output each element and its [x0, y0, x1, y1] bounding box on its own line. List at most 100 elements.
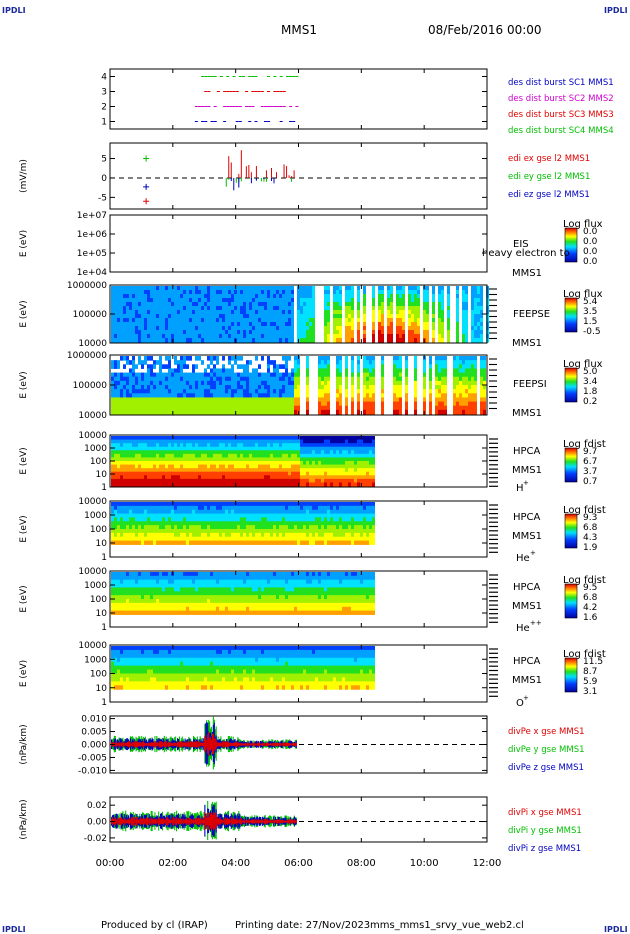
spectrogram-cell	[219, 330, 222, 335]
y-axis-label: E (eV)	[19, 230, 29, 257]
spectrogram-cell	[285, 298, 288, 303]
spectrogram-cell	[285, 471, 288, 476]
spectrogram-cell	[111, 482, 114, 487]
colorbar	[564, 297, 578, 333]
spectrogram-cell	[261, 302, 264, 307]
spectrogram-cell	[144, 409, 147, 415]
y-tick-label: 1000000	[67, 351, 107, 361]
spectrogram-cell	[462, 356, 465, 361]
spectrogram-cell	[114, 464, 117, 469]
spectrogram-cell	[126, 356, 129, 361]
spectrogram-cell	[183, 360, 186, 365]
spectrogram-cell	[240, 521, 243, 526]
spectrogram-cell	[117, 401, 120, 407]
spectrogram-cell	[162, 294, 165, 299]
spectrogram-cell	[282, 513, 285, 518]
spectrogram-cell	[147, 468, 150, 473]
spectrogram-cell	[198, 482, 201, 487]
spectrogram-cell	[381, 310, 384, 315]
spectrogram-cell	[288, 338, 291, 343]
spectrogram-cell	[351, 368, 354, 374]
spectrogram-cell	[129, 540, 132, 545]
spectrogram-cell	[165, 509, 168, 515]
spectrogram-cell	[222, 521, 225, 526]
spectrogram-cell	[246, 482, 249, 487]
spectrogram-cell	[138, 443, 141, 448]
spectrogram-cell	[180, 529, 183, 534]
spectrogram-cell	[294, 536, 297, 542]
spectrogram-cell	[279, 505, 282, 511]
spectrogram-cell	[339, 380, 342, 386]
spectrogram-cell	[144, 372, 147, 378]
spectrogram-cell	[432, 326, 435, 331]
spectrogram-cell	[324, 334, 327, 339]
spectrogram-cell	[276, 401, 279, 407]
spectrogram-cell	[162, 464, 165, 469]
spectrogram-cell	[279, 302, 282, 307]
spectrogram-cell	[249, 389, 252, 394]
spectrogram-cell	[195, 290, 198, 295]
spectrogram-cell	[321, 439, 324, 444]
spectrogram-cell	[279, 376, 282, 382]
spectrogram-cell	[219, 525, 222, 530]
spectrogram-cell	[141, 436, 144, 441]
spectrogram-cell	[345, 405, 348, 411]
spectrogram-cell	[237, 380, 240, 386]
spectrogram-cell	[240, 536, 243, 542]
spectrogram-cell	[357, 338, 360, 343]
spectrogram-cell	[252, 314, 255, 319]
spectrogram-cell	[222, 475, 225, 480]
spectrogram-cell	[357, 443, 360, 448]
spectrogram-cell	[258, 318, 261, 323]
spectrogram-cell	[267, 525, 270, 530]
spectrogram-cell	[237, 446, 240, 451]
spectrogram-cell	[462, 397, 465, 403]
spectrogram-cell	[381, 298, 384, 303]
spectrogram-cell	[366, 368, 369, 374]
spectrogram-cell	[189, 389, 192, 394]
spectrogram-cell	[117, 385, 120, 390]
spectrogram-cell	[327, 310, 330, 315]
spectrogram-cell	[399, 380, 402, 386]
spectrogram-cell	[327, 376, 330, 382]
spectrogram-cell	[168, 393, 171, 398]
spectrogram-cell	[135, 529, 138, 534]
spectrogram-cell	[273, 318, 276, 323]
spectrogram-cell	[120, 286, 123, 291]
spectrogram-cell	[120, 393, 123, 398]
spectrogram-cell	[372, 302, 375, 307]
spectrogram-cell	[201, 376, 204, 382]
spectrogram-cell	[291, 405, 294, 411]
spectrogram-cell	[345, 457, 348, 462]
spectrogram-cell	[159, 532, 162, 538]
spectrogram-cell	[441, 380, 444, 386]
spectrogram-cell	[267, 318, 270, 323]
spectrogram-cell	[231, 532, 234, 538]
spectrogram-cell	[477, 322, 480, 327]
spectrogram-cell	[264, 372, 267, 378]
spectrogram-cell	[165, 461, 168, 466]
spectrogram-cell	[303, 310, 306, 315]
spectrogram-cell	[276, 326, 279, 331]
spectrogram-cell	[141, 326, 144, 331]
spectrogram-cell	[204, 471, 207, 476]
spectrogram-cell	[327, 457, 330, 462]
spectrogram-cell	[429, 397, 432, 403]
spectrogram-cell	[285, 443, 288, 448]
spectrogram-cell	[312, 439, 315, 444]
spectrogram-cell	[423, 326, 426, 331]
panel-frame	[109, 68, 488, 130]
spectrogram-cell	[204, 334, 207, 339]
spectrogram-cell	[204, 294, 207, 299]
spectrogram-cell	[291, 505, 294, 511]
spectrogram-cell	[114, 302, 117, 307]
spectrogram-cell	[291, 322, 294, 327]
spectrogram-cell	[426, 334, 429, 339]
spectrogram-cell	[363, 360, 366, 365]
spectrogram-cell	[222, 298, 225, 303]
spectrogram-cell	[216, 453, 219, 458]
spectrogram-cell	[276, 475, 279, 480]
spectrogram-cell	[306, 298, 309, 303]
spectrogram-cell	[195, 302, 198, 307]
spectrogram-cell	[264, 513, 267, 518]
